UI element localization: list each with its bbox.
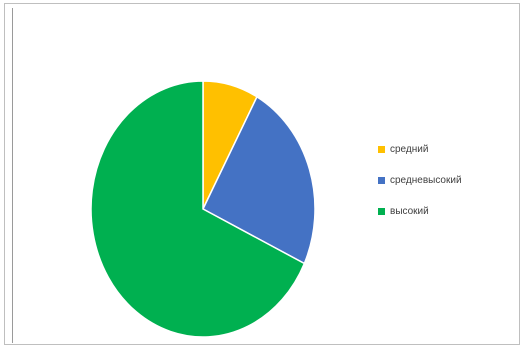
pie-slice-2 [90,80,306,338]
legend-item-0: средний [378,141,462,157]
pie-slice-1 [202,95,316,265]
legend-swatch-2 [378,207,385,215]
legend-item-1: средневысокий [378,172,462,188]
legend-label-1: средневысокий [390,174,462,186]
legend-item-2: высокий [378,203,462,219]
left-divider [12,8,13,343]
legend-swatch-1 [378,176,385,184]
legend-label-2: высокий [390,205,429,217]
chart-legend: средний средневысокий высокий [378,141,462,234]
legend-swatch-0 [378,145,385,153]
legend-label-0: средний [390,143,429,155]
